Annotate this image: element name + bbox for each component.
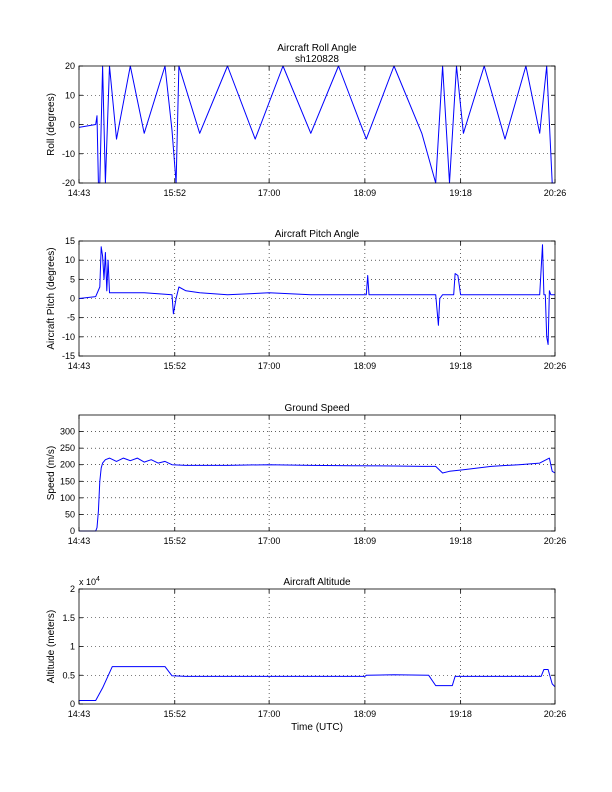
y-axis-label: Roll (degrees) [46,93,57,156]
x-tick-label: 15:52 [163,536,186,546]
x-tick-label: 20:26 [544,709,567,719]
y-tick-label: 10 [65,255,75,265]
x-tick-label: 18:09 [354,361,377,371]
x-tick-label: 17:00 [258,709,281,719]
y-tick-label: 5 [70,274,75,284]
x-tick-label: 14:43 [68,361,91,371]
plot-area-frame [78,65,556,184]
chart-panel-4: 14:43 15:52 17:00 18:09 19:18 20:26 2 1.5 1 0.5 0 A… [46,576,566,733]
x-tick-label: 14:43 [68,709,91,719]
y-tick-label: 1 [70,642,75,652]
series-line-1 [78,65,555,184]
y-tick-label: 200 [60,460,75,470]
chart-panel-2: 14:43 15:52 17:00 18:09 19:18 20:26 15 10 5 0 -5 -1… [46,229,566,371]
chart-title: Aircraft Pitch Angle [275,229,360,240]
x-tick-label: 18:09 [354,188,377,198]
y-tick-label: -20 [62,178,75,188]
x-tick-label: 17:00 [258,188,281,198]
y-tick-label: 150 [60,476,75,486]
y-tick-label: 1.5 [62,613,75,623]
chart-title: Aircraft Altitude [283,577,351,588]
y-tick-label: -10 [62,332,75,342]
y-axis-multiplier-exponent: 4 [96,576,100,583]
y-tick-label: 10 [65,90,75,100]
y-tick-label: 15 [65,236,75,246]
y-tick-label: -10 [62,149,75,159]
x-tick-label: 19:18 [449,536,472,546]
x-tick-label: 19:18 [449,709,472,719]
x-tick-label: 19:18 [449,188,472,198]
series-line-1 [78,244,555,345]
x-tick-label: 17:00 [258,361,281,371]
series-line-1 [79,666,556,701]
x-tick-label: 18:09 [354,536,377,546]
x-tick-label: 14:43 [68,536,91,546]
chart-subtitle: sh120828 [295,54,339,65]
y-tick-label: 50 [65,509,75,519]
chart-panel-1: 14:43 15:52 17:00 18:09 19:18 20:26 20 10 0 -10 -2… [46,43,566,198]
chart-title: Aircraft Roll Angle [277,43,357,54]
x-tick-label: 20:26 [544,361,567,371]
y-axis-label: Speed (m/s) [46,446,57,500]
y-tick-label: 0.5 [62,670,75,680]
chart-title: Ground Speed [284,403,349,414]
y-axis-label: Aircraft Pitch (degrees) [46,247,57,349]
x-tick-label: 20:26 [544,188,567,198]
y-tick-label: 2 [70,584,75,594]
plot-area-frame [78,588,556,705]
series-line-1 [79,457,556,532]
y-tick-label: 0 [70,699,75,709]
y-tick-label: 100 [60,493,75,503]
x-tick-label: 15:52 [163,709,186,719]
y-tick-label: 0 [70,120,75,130]
y-axis-multiplier: x 104 [79,576,100,587]
y-tick-label: 0 [70,294,75,304]
x-tick-label: 15:52 [163,361,186,371]
x-tick-label: 15:52 [163,188,186,198]
plot-area-frame [78,240,556,357]
x-tick-label: 14:43 [68,188,91,198]
y-tick-label: 300 [60,427,75,437]
x-axis-label: Time (UTC) [291,722,343,733]
y-tick-label: -15 [62,351,75,361]
y-tick-label: 20 [65,61,75,71]
x-tick-label: 20:26 [544,536,567,546]
y-tick-label: -5 [67,313,75,323]
plot-area-frame [78,414,556,532]
y-axis-label: Altitude (meters) [46,610,57,683]
x-tick-label: 19:18 [449,361,472,371]
y-tick-label: 250 [60,443,75,453]
x-tick-label: 18:09 [354,709,377,719]
x-tick-label: 17:00 [258,536,281,546]
y-tick-label: 0 [70,526,75,536]
chart-panel-3: 14:43 15:52 17:00 18:09 19:18 20:26 300 250 200 1… [46,403,566,546]
